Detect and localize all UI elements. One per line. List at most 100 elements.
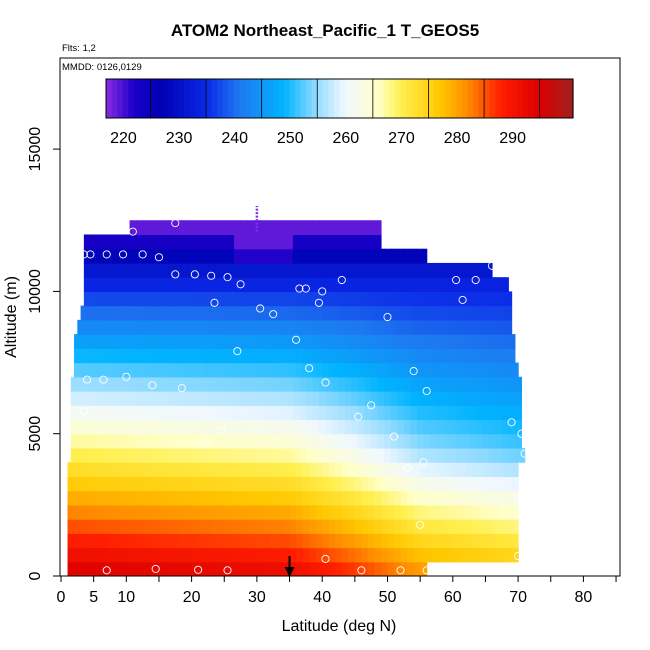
heatmap-cell bbox=[403, 419, 411, 435]
heatmap-cell bbox=[459, 476, 467, 492]
heatmap-cell bbox=[185, 533, 193, 549]
heatmap-cell bbox=[354, 476, 362, 492]
heatmap-cell bbox=[260, 405, 268, 421]
heatmap-cell bbox=[109, 405, 118, 421]
heatmap-cell bbox=[136, 391, 144, 406]
heatmap-cell bbox=[305, 405, 314, 421]
heatmap-cell bbox=[410, 319, 418, 335]
heatmap-cell bbox=[214, 391, 222, 406]
heatmap-cell bbox=[227, 419, 235, 435]
heatmap-cell bbox=[377, 319, 385, 335]
heatmap-cell bbox=[214, 419, 222, 435]
heatmap-cell bbox=[318, 277, 327, 292]
colorbar-segment bbox=[445, 79, 452, 118]
colorbar-segment bbox=[350, 79, 357, 118]
heatmap-cell bbox=[87, 348, 95, 364]
heatmap-cell bbox=[158, 362, 167, 378]
heatmap-cell bbox=[459, 533, 467, 549]
colorbar-segment bbox=[556, 79, 563, 118]
heatmap-cell bbox=[485, 462, 493, 477]
heatmap-cell bbox=[426, 547, 434, 563]
colorbar-segment bbox=[550, 79, 557, 118]
heatmap-cell bbox=[312, 248, 320, 264]
heatmap-cell bbox=[139, 561, 147, 576]
colorbar-segment bbox=[256, 79, 263, 118]
heatmap-cell bbox=[201, 433, 209, 449]
heatmap-cell bbox=[423, 419, 431, 435]
heatmap-cell bbox=[286, 277, 294, 292]
heatmap-cell bbox=[439, 476, 447, 492]
heatmap-cell bbox=[318, 220, 327, 236]
heatmap-cell bbox=[345, 376, 353, 392]
colorbar-segment bbox=[150, 79, 157, 118]
heatmap-cell bbox=[100, 547, 108, 563]
heatmap-cell bbox=[198, 362, 206, 378]
heatmap-cell bbox=[96, 262, 105, 278]
heatmap-cell bbox=[155, 220, 163, 236]
heatmap-cell bbox=[403, 277, 411, 292]
heatmap-cell bbox=[472, 462, 480, 477]
heatmap-cell bbox=[397, 391, 405, 406]
heatmap-cell bbox=[136, 262, 144, 278]
heatmap-cell bbox=[181, 277, 189, 292]
heatmap-cell bbox=[488, 433, 496, 449]
heatmap-cell bbox=[407, 490, 415, 506]
heatmap-cell bbox=[462, 262, 470, 278]
heatmap-cell bbox=[315, 476, 323, 492]
heatmap-cell bbox=[364, 319, 372, 335]
heatmap-cell bbox=[371, 262, 379, 278]
heatmap-cell bbox=[181, 262, 189, 278]
flight-point bbox=[151, 564, 160, 573]
flight-point bbox=[354, 412, 363, 421]
heatmap-cell bbox=[152, 561, 160, 576]
heatmap-cell bbox=[345, 405, 353, 421]
heatmap-cell bbox=[286, 376, 294, 392]
heatmap-cell bbox=[292, 405, 300, 421]
heatmap-cell bbox=[495, 391, 503, 406]
heatmap-cell bbox=[172, 547, 180, 563]
heatmap-cell bbox=[194, 248, 202, 264]
heatmap-cell bbox=[178, 561, 186, 576]
heatmap-cell bbox=[478, 462, 487, 477]
heatmap-cell bbox=[452, 547, 460, 563]
heatmap-cell bbox=[123, 319, 131, 335]
heatmap-cell bbox=[377, 447, 385, 463]
heatmap-cell bbox=[488, 277, 496, 292]
heatmap-cell bbox=[338, 220, 346, 236]
heatmap-cell bbox=[162, 319, 170, 335]
heatmap-cell bbox=[478, 334, 487, 349]
heatmap-cell bbox=[426, 362, 434, 378]
heatmap-cell bbox=[77, 447, 85, 463]
heatmap-cell bbox=[289, 462, 297, 477]
heatmap-cell bbox=[318, 447, 327, 463]
heatmap-cell bbox=[90, 234, 98, 250]
heatmap-cell bbox=[377, 248, 385, 264]
heatmap-cell bbox=[505, 476, 513, 492]
heatmap-cell bbox=[256, 334, 265, 349]
heatmap-cell bbox=[338, 234, 346, 250]
heatmap-cell bbox=[413, 547, 421, 563]
x-axis-label: Latitude (deg N) bbox=[282, 618, 397, 635]
heatmap-cell bbox=[250, 561, 258, 576]
heatmap-cell bbox=[309, 547, 317, 563]
heatmap-cell bbox=[77, 419, 85, 435]
heatmap-cell bbox=[139, 490, 147, 506]
heatmap-cell bbox=[256, 504, 265, 520]
heatmap-cell bbox=[67, 519, 75, 534]
heatmap-cell bbox=[269, 462, 278, 477]
heatmap-cell bbox=[491, 547, 500, 563]
heatmap-cell bbox=[116, 376, 124, 392]
heatmap-cell bbox=[292, 433, 300, 449]
heatmap-cell bbox=[207, 376, 216, 392]
heatmap-cell bbox=[380, 334, 389, 349]
heatmap-cell bbox=[149, 234, 157, 250]
heatmap-cell bbox=[276, 305, 284, 321]
heatmap-cell bbox=[126, 334, 134, 349]
heatmap-cell bbox=[491, 362, 500, 378]
heatmap-cell bbox=[214, 248, 222, 264]
heatmap-cell bbox=[374, 462, 382, 477]
heatmap-cell bbox=[142, 319, 150, 335]
heatmap-cell bbox=[273, 277, 281, 292]
heatmap-cell bbox=[100, 334, 108, 349]
heatmap-cell bbox=[377, 220, 382, 236]
